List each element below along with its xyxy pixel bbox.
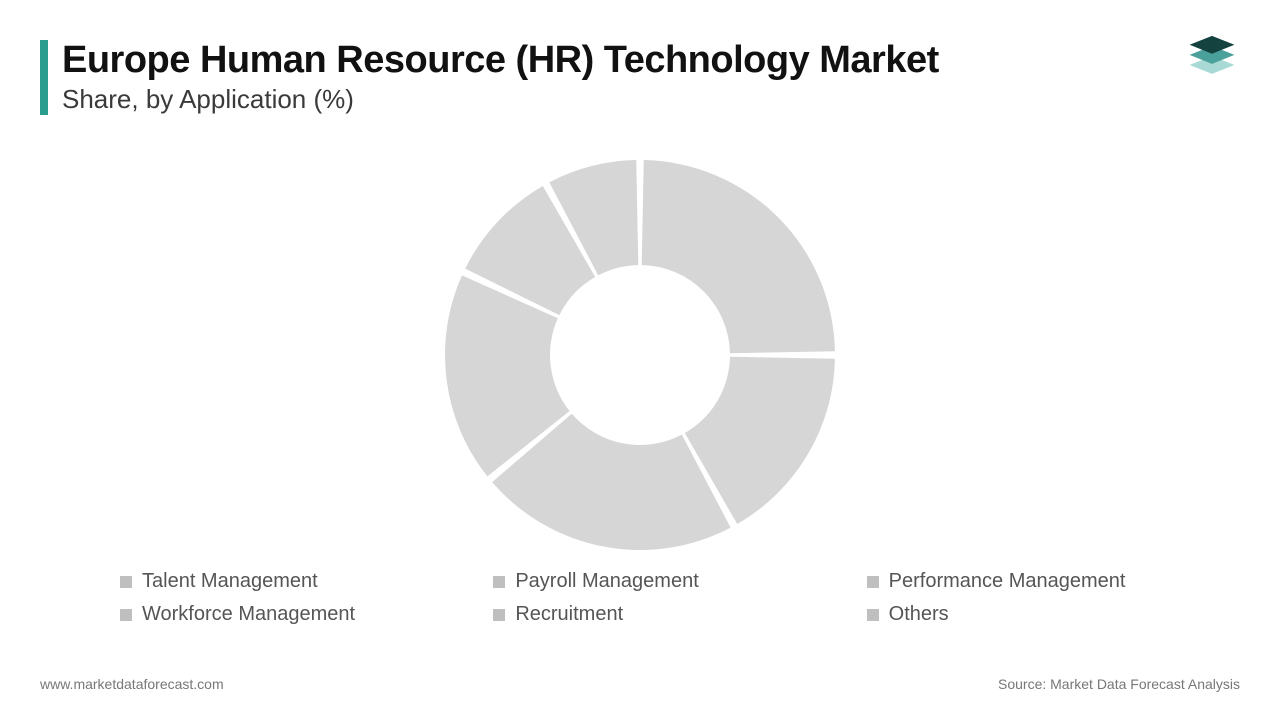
accent-bar — [40, 40, 48, 115]
donut-chart — [0, 155, 1280, 555]
legend-item: Performance Management — [867, 570, 1220, 593]
legend-item: Others — [867, 603, 1220, 626]
legend-label: Others — [889, 603, 949, 626]
legend-label: Talent Management — [142, 570, 318, 593]
title-block: Europe Human Resource (HR) Technology Ma… — [62, 40, 939, 115]
legend-marker-icon — [867, 576, 879, 588]
legend-item: Workforce Management — [120, 603, 473, 626]
footer-source: Source: Market Data Forecast Analysis — [998, 676, 1240, 692]
footer-url: www.marketdataforecast.com — [40, 676, 224, 692]
legend-item: Talent Management — [120, 570, 473, 593]
legend-label: Recruitment — [515, 603, 623, 626]
page-title: Europe Human Resource (HR) Technology Ma… — [62, 40, 939, 82]
legend-marker-icon — [493, 576, 505, 588]
legend-label: Payroll Management — [515, 570, 698, 593]
legend-marker-icon — [493, 609, 505, 621]
brand-logo-icon — [1184, 28, 1240, 84]
layers-icon — [1190, 36, 1235, 74]
legend-marker-icon — [867, 609, 879, 621]
legend-item: Payroll Management — [493, 570, 846, 593]
donut-slice — [642, 160, 835, 353]
chart-legend: Talent Management Payroll Management Perfo… — [120, 570, 1220, 626]
legend-label: Performance Management — [889, 570, 1126, 593]
legend-label: Workforce Management — [142, 603, 355, 626]
page-subtitle: Share, by Application (%) — [62, 84, 939, 115]
header: Europe Human Resource (HR) Technology Ma… — [40, 40, 939, 115]
legend-item: Recruitment — [493, 603, 846, 626]
legend-marker-icon — [120, 609, 132, 621]
legend-marker-icon — [120, 576, 132, 588]
